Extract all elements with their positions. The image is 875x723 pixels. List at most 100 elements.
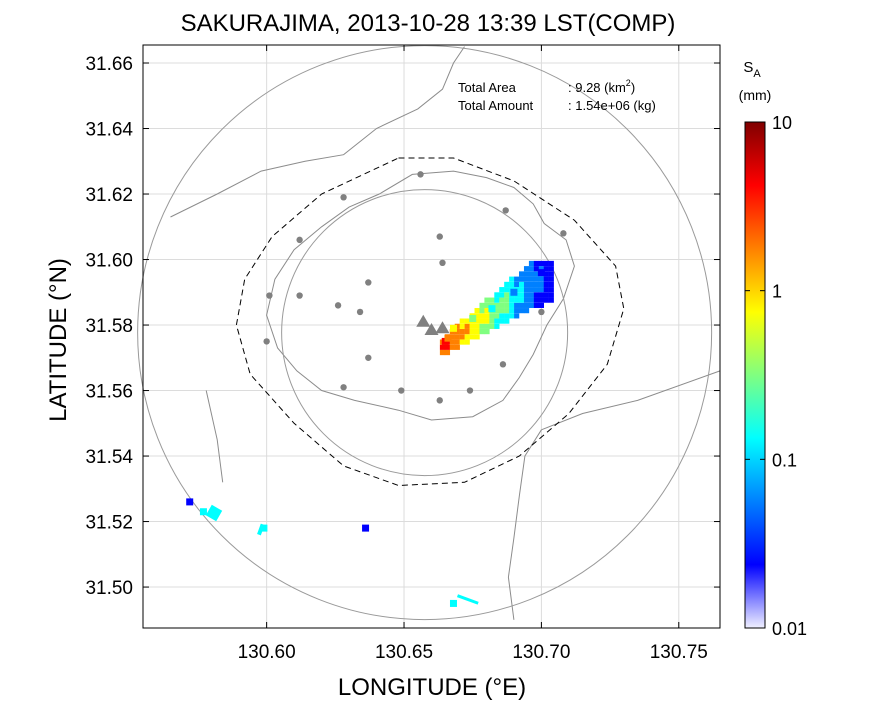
ash-cell bbox=[538, 287, 545, 293]
ash-cell bbox=[449, 324, 457, 332]
ash-cell bbox=[504, 287, 510, 293]
ash-cell bbox=[543, 276, 549, 282]
vent-triangle bbox=[435, 321, 450, 334]
station-marker bbox=[560, 230, 567, 237]
ash-cell bbox=[494, 308, 500, 314]
colorbar: SA (mm) 10 1 0.1 0.01 bbox=[739, 59, 807, 639]
ash-cell bbox=[514, 313, 520, 319]
ash-cell bbox=[488, 305, 496, 313]
y-axis-ticks: 31.66 31.64 31.62 31.60 31.58 31.56 31.54 31.52… bbox=[85, 54, 720, 599]
observation-stations bbox=[263, 171, 567, 404]
y-tick-label: 31.62 bbox=[85, 185, 133, 206]
ash-cell bbox=[474, 328, 480, 335]
dashed-boundary bbox=[235, 157, 625, 487]
station-marker bbox=[417, 171, 424, 178]
ash-cell bbox=[484, 308, 490, 314]
ash-cell bbox=[523, 276, 530, 282]
ash-cell bbox=[469, 314, 477, 322]
ash-cell bbox=[454, 344, 460, 350]
ash-cell bbox=[519, 308, 525, 314]
ash-cell bbox=[499, 297, 505, 303]
ash-cell bbox=[464, 318, 470, 324]
ash-cell bbox=[514, 276, 520, 282]
colorbar-tick-label: 10 bbox=[772, 113, 792, 133]
ash-cell bbox=[528, 281, 535, 288]
range-circle-outer bbox=[137, 45, 713, 621]
station-marker bbox=[334, 302, 342, 309]
ash-cell bbox=[504, 281, 510, 288]
ash-cell bbox=[494, 323, 500, 329]
ash-cell bbox=[449, 599, 457, 607]
ash-cell bbox=[504, 308, 510, 314]
total-area-value: : 9.28 (km2) bbox=[568, 78, 635, 95]
ash-cell bbox=[494, 292, 500, 298]
ash-cell bbox=[509, 297, 515, 303]
ash-cell bbox=[510, 288, 518, 296]
x-axis-ticks: 130.60 130.65 130.70 130.75 bbox=[238, 45, 708, 663]
station-marker bbox=[466, 387, 474, 394]
ash-cell bbox=[509, 281, 515, 288]
ash-cell bbox=[474, 308, 480, 314]
ash-cell bbox=[519, 297, 525, 303]
ash-cell bbox=[519, 302, 525, 308]
ash-cell bbox=[464, 328, 470, 335]
ash-cell bbox=[479, 318, 485, 324]
ash-cell bbox=[459, 334, 465, 340]
ash-cell bbox=[459, 323, 465, 329]
ash-deposit-cells bbox=[186, 260, 554, 607]
x-tick-label: 130.65 bbox=[375, 642, 433, 663]
ash-cell bbox=[519, 276, 525, 282]
ash-cell bbox=[523, 308, 530, 314]
ash-cell bbox=[449, 339, 455, 345]
x-tick-label: 130.75 bbox=[650, 642, 708, 663]
ash-cell bbox=[528, 260, 535, 267]
ash-cell bbox=[528, 297, 535, 303]
ash-cell bbox=[523, 271, 530, 277]
ash-cell bbox=[548, 297, 554, 303]
ash-cell bbox=[444, 344, 451, 350]
ash-cell bbox=[459, 339, 465, 345]
ash-cell bbox=[257, 523, 265, 536]
ash-cell bbox=[548, 287, 554, 293]
ash-cell bbox=[548, 271, 554, 277]
ash-cell bbox=[474, 334, 480, 340]
y-tick-label: 31.50 bbox=[85, 578, 133, 599]
ash-cell bbox=[538, 302, 545, 308]
ash-cell bbox=[533, 260, 540, 267]
ash-cell bbox=[362, 524, 370, 532]
ash-cell bbox=[484, 328, 490, 335]
ash-cell bbox=[494, 318, 500, 324]
ash-cell bbox=[509, 313, 515, 319]
ash-cell bbox=[479, 308, 485, 314]
vent-triangle bbox=[416, 314, 431, 327]
ash-cell bbox=[494, 313, 500, 319]
ash-cell bbox=[523, 302, 530, 308]
station-marker bbox=[502, 207, 509, 214]
ash-cell bbox=[456, 594, 479, 605]
ash-cell bbox=[464, 339, 470, 345]
ash-cell bbox=[519, 281, 525, 288]
ash-cell bbox=[543, 297, 549, 303]
ash-cell bbox=[528, 292, 535, 298]
ash-cell bbox=[499, 308, 505, 314]
mainland-north-coast bbox=[170, 46, 465, 218]
ash-cell bbox=[439, 349, 446, 356]
ash-cell bbox=[523, 287, 530, 293]
ash-cell bbox=[514, 302, 520, 308]
ash-cell bbox=[543, 271, 549, 277]
range-circles bbox=[137, 45, 713, 621]
ash-cell bbox=[504, 302, 510, 308]
ash-cell bbox=[528, 266, 535, 272]
ash-cell bbox=[205, 504, 223, 522]
ash-cell bbox=[489, 297, 495, 303]
ash-cell bbox=[548, 266, 554, 272]
colorbar-unit: (mm) bbox=[739, 87, 772, 103]
ash-cell bbox=[449, 334, 455, 340]
station-marker bbox=[296, 292, 303, 299]
ash-cell bbox=[537, 269, 545, 277]
ash-cell bbox=[469, 323, 475, 329]
vent-triangle bbox=[424, 322, 439, 335]
ash-cell bbox=[504, 313, 510, 319]
station-marker bbox=[439, 259, 446, 267]
